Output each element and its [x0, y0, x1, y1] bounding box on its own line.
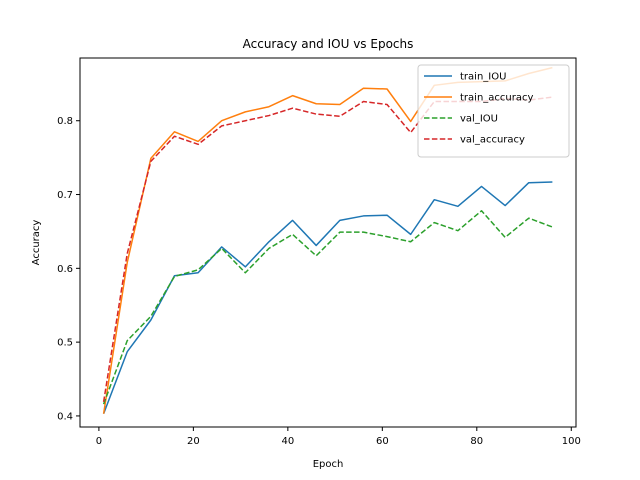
series-line-val-iou: [102, 210, 553, 405]
x-tick-label: 80: [470, 436, 483, 447]
x-tick-label: 100: [562, 436, 581, 447]
x-tick-label: 20: [187, 436, 200, 447]
y-tick-label: 0.7: [57, 190, 73, 201]
axes-frame: [79, 57, 577, 428]
x-tick-label: 0: [96, 436, 102, 447]
y-tick-label: 0.8: [57, 116, 73, 127]
legend-label: train_IOU: [460, 72, 506, 83]
y-axis: 0.4 0.5 0.6 0.7 0.8: [57, 116, 80, 422]
x-tick-label: 40: [281, 436, 294, 447]
legend: train_IOU train_accuracy val_IOU val_accura…: [417, 64, 570, 158]
x-axis-label: Epoch: [313, 459, 344, 470]
legend-label: val_accuracy: [460, 135, 525, 146]
y-tick-label: 0.6: [57, 264, 73, 275]
x-tick-label: 60: [376, 436, 389, 447]
y-tick-label: 0.5: [57, 338, 73, 349]
legend-label: train_accuracy: [460, 93, 533, 104]
chart-title: Accuracy and IOU vs Epochs: [243, 37, 414, 51]
y-tick-label: 0.4: [57, 411, 73, 422]
y-axis-label: Accuracy: [31, 220, 42, 266]
x-axis: 0 20 40 60 80 100: [96, 427, 581, 447]
legend-box: [417, 64, 570, 158]
legend-label: val_IOU: [460, 114, 498, 125]
